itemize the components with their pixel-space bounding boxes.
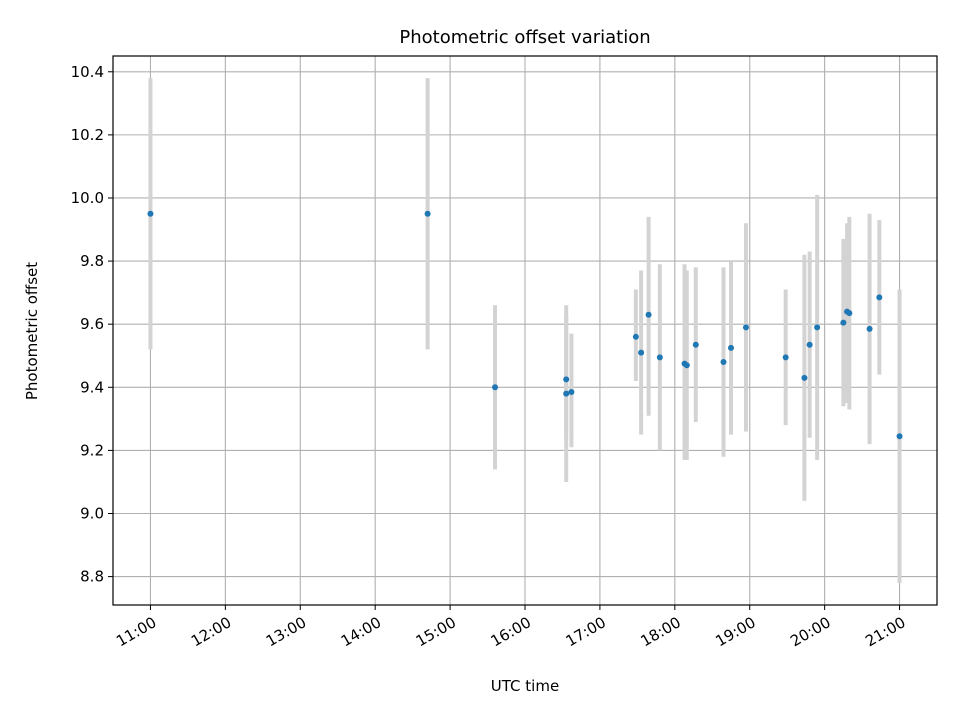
y-tick-label: 9.6 [80,315,104,333]
data-point [632,333,639,340]
data-point [492,384,499,391]
data-point [656,354,663,361]
data-point [728,344,734,351]
y-tick-label: 9.2 [80,441,104,459]
data-point [814,324,821,331]
data-point [876,294,883,301]
data-point [782,354,789,361]
data-point [866,325,873,332]
chart-title: Photometric offset variation [399,27,650,48]
y-tick-label: 9.8 [80,252,104,270]
y-tick-label: 10.0 [71,189,104,207]
data-point [568,389,575,396]
data-point [563,390,570,397]
y-tick-label: 8.8 [80,568,104,586]
data-point [896,433,903,440]
data-point [147,210,154,217]
y-tick-label: 9.4 [80,378,104,396]
data-point [424,210,431,217]
data-point [801,374,808,381]
point-layer [147,210,903,440]
y-tick-label: 10.4 [71,63,104,81]
data-point [720,359,727,366]
x-axis-label: UTC time [491,677,559,695]
y-tick-label: 10.2 [71,126,104,144]
data-point [638,349,645,356]
y-axis-label: Photometric offset [23,262,41,400]
data-point [806,341,813,348]
data-point [840,319,847,326]
data-point [846,310,853,317]
data-point [645,311,652,318]
data-point [683,362,690,369]
data-point [742,324,749,331]
data-point [692,341,699,348]
y-tick-label: 9.0 [80,505,104,523]
y-axis-ticks: 8.8 9.0 9.2 9.4 9.6 9.8 10.0 10.2 10.4 [71,63,113,586]
data-point [563,376,570,383]
